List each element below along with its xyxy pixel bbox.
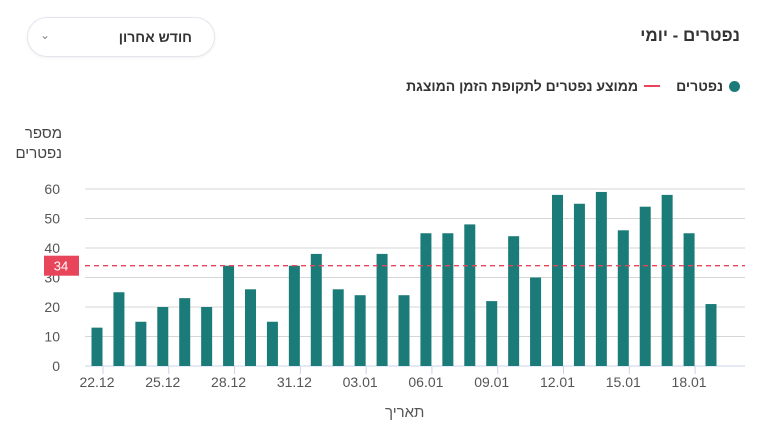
- legend: נפטרים ממוצע נפטרים לתקופת הזמן המוצגת: [406, 78, 740, 94]
- x-tick-label: 12.01: [540, 374, 575, 390]
- bar-04.01: [376, 253, 388, 366]
- x-tick-label: 31.12: [277, 374, 312, 390]
- y-tick-label: 40: [44, 240, 60, 256]
- bar-24.12: [135, 321, 147, 366]
- x-axis-title: תאריך: [385, 404, 425, 421]
- chart-title: נפטרים - יומי: [640, 26, 740, 45]
- x-tick-label: 18.01: [672, 374, 707, 390]
- y-tick-label: 10: [44, 329, 60, 345]
- bar-03.01: [354, 295, 366, 366]
- bar-29.12: [245, 289, 256, 366]
- legend-average: ממוצע נפטרים לתקופת הזמן המוצגת: [406, 78, 639, 94]
- average-line-icon: [644, 85, 661, 87]
- bar-01.01: [310, 253, 322, 366]
- bar-26.12: [179, 298, 191, 366]
- bar-25.12: [157, 307, 169, 366]
- bar-18.01: [683, 233, 695, 366]
- bar-22.12: [91, 327, 103, 366]
- x-tick-label: 28.12: [211, 374, 246, 390]
- bar-11.01: [530, 277, 542, 366]
- bar-27.12: [201, 307, 213, 366]
- average-label: 34: [54, 259, 68, 274]
- bar-02.01: [332, 289, 344, 366]
- legend-series: נפטרים: [676, 78, 723, 94]
- bar-08.01: [464, 224, 476, 366]
- bar-05.01: [398, 295, 410, 366]
- average-badge: [44, 255, 79, 276]
- bar-10.01: [508, 236, 520, 366]
- bar-30.12: [266, 321, 278, 366]
- y-tick-label: 50: [44, 211, 60, 227]
- period-selected: חודש אחרון: [118, 29, 192, 45]
- bar-09.01: [486, 301, 498, 366]
- x-tick-label: 22.12: [79, 374, 114, 390]
- bar-19.01: [705, 304, 717, 366]
- chevron-down-icon: ⌄: [40, 28, 51, 42]
- y-tick-label: 0: [52, 358, 60, 374]
- series-dot-icon: [729, 80, 740, 92]
- x-tick-label: 06.01: [408, 374, 443, 390]
- bar-14.01: [595, 191, 607, 366]
- x-tick-label: 09.01: [474, 374, 509, 390]
- y-tick-label: 60: [44, 181, 60, 197]
- bar-28.12: [223, 265, 235, 366]
- bar-12.01: [552, 194, 563, 366]
- x-tick-label: 25.12: [145, 374, 180, 390]
- x-tick-label: 15.01: [606, 374, 641, 390]
- bar-07.01: [442, 233, 454, 366]
- bar-17.01: [661, 194, 673, 366]
- bar-16.01: [639, 206, 651, 366]
- bar-13.01: [573, 203, 585, 366]
- x-tick-label: 03.01: [343, 374, 378, 390]
- bar-15.01: [617, 230, 629, 366]
- bar-31.12: [288, 265, 300, 366]
- period-dropdown[interactable]: חודש אחרון ⌄: [27, 17, 215, 57]
- bar-23.12: [113, 292, 125, 366]
- y-axis-title: מספר נפטרים: [15, 125, 62, 162]
- y-tick-label: 20: [44, 299, 60, 315]
- bar-06.01: [420, 233, 432, 366]
